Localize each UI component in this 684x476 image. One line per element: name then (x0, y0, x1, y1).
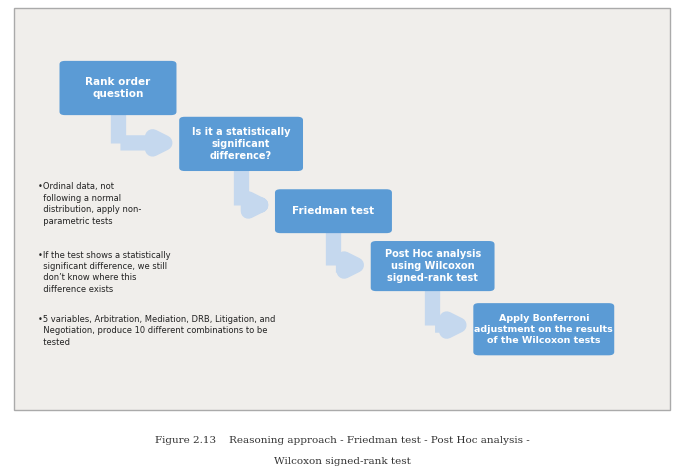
Text: Friedman test: Friedman test (292, 206, 375, 216)
Text: •Ordinal data, not
  following a normal
  distribution, apply non-
  parametric : •Ordinal data, not following a normal di… (38, 182, 141, 226)
Text: Post Hoc analysis
using Wilcoxon
signed-rank test: Post Hoc analysis using Wilcoxon signed-… (384, 248, 481, 284)
Text: •5 variables, Arbitration, Mediation, DRB, Litigation, and
  Negotiation, produc: •5 variables, Arbitration, Mediation, DR… (38, 315, 275, 347)
Text: Is it a statistically
significant
difference?: Is it a statistically significant differ… (192, 127, 291, 161)
FancyBboxPatch shape (14, 8, 670, 410)
FancyBboxPatch shape (60, 61, 176, 115)
Text: Rank order
question: Rank order question (86, 77, 150, 99)
Text: Figure 2.13    Reasoning approach - Friedman test - Post Hoc analysis -: Figure 2.13 Reasoning approach - Friedma… (155, 436, 529, 445)
FancyBboxPatch shape (275, 189, 392, 233)
FancyBboxPatch shape (473, 303, 614, 355)
FancyBboxPatch shape (179, 117, 303, 171)
Text: Apply Bonferroni
adjustment on the results
of the Wilcoxon tests: Apply Bonferroni adjustment on the resul… (475, 314, 613, 345)
Text: Wilcoxon signed-rank test: Wilcoxon signed-rank test (274, 457, 410, 466)
FancyBboxPatch shape (371, 241, 495, 291)
Text: •If the test shows a statistically
  significant difference, we still
  don’t kn: •If the test shows a statistically signi… (38, 250, 170, 294)
